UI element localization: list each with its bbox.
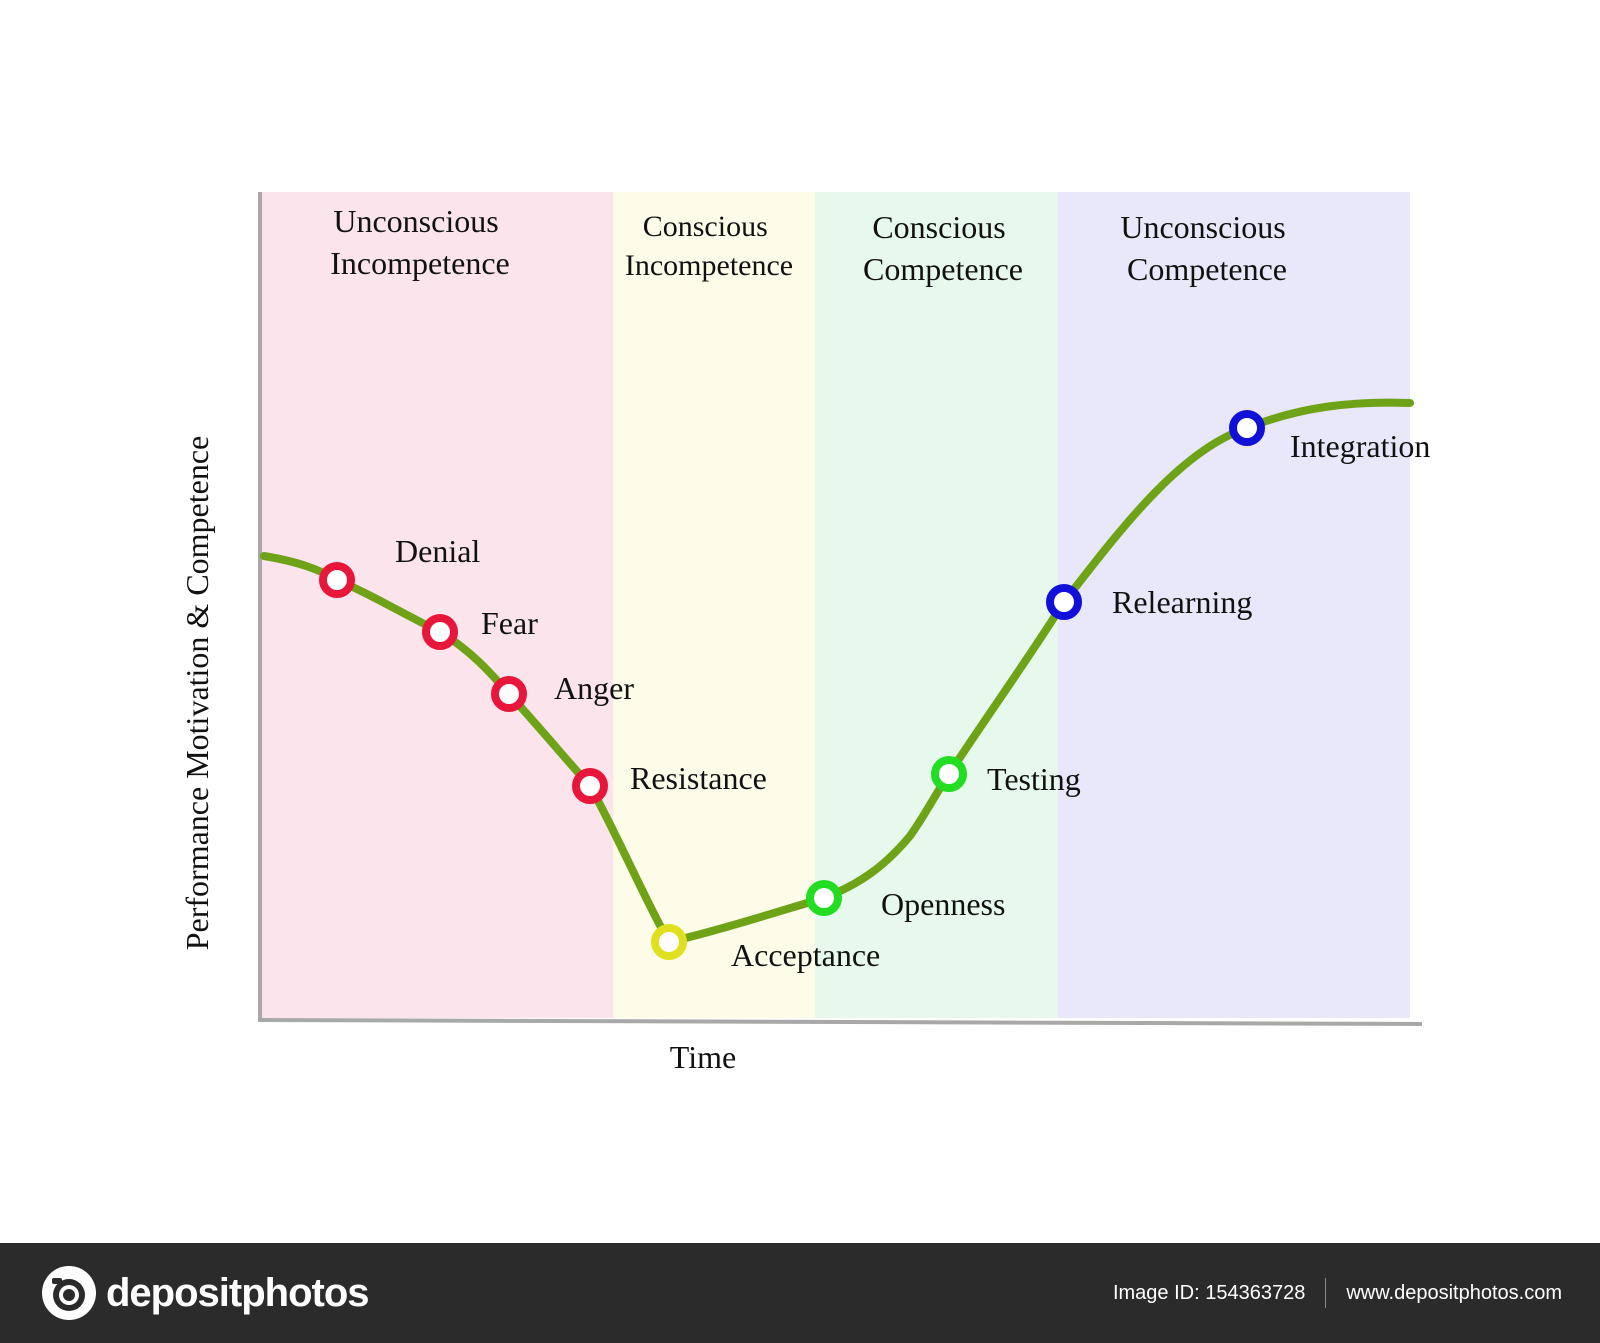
zone-label-conscious-incompetence-line2: Incompetence [625, 249, 793, 282]
brand-logo: depositphotos [40, 1263, 370, 1323]
zone-background-conscious-incompetence [613, 192, 815, 1018]
stage-label-anger: Anger [554, 670, 634, 706]
svg-text:Conscious Competence: Conscious Competence [863, 209, 1023, 287]
zone-label-conscious-incompetence-line1: Conscious [643, 210, 768, 243]
stage-label-acceptance: Acceptance [731, 937, 880, 973]
x-axis-label: Time [670, 1039, 736, 1075]
website-link[interactable]: www.depositphotos.com [1346, 1281, 1562, 1304]
stage-marker-testing [931, 756, 967, 792]
stage-label-denial: Denial [395, 533, 480, 569]
stage-marker-relearning [1046, 584, 1082, 620]
zone-label-unconscious-competence-line1: Unconscious [1120, 209, 1285, 245]
zone-label-unconscious-incompetence-line2: Incompetence [330, 245, 509, 281]
brand-name: depositphotos [106, 1270, 370, 1315]
zone-label-conscious-competence-line1: Conscious [872, 209, 1005, 245]
stage-marker-acceptance [651, 924, 687, 960]
stage-label-resistance: Resistance [630, 760, 767, 796]
zone-background-unconscious-competence [1058, 192, 1410, 1018]
stage-label-relearning: Relearning [1112, 584, 1252, 620]
footer-bar: depositphotos Image ID: 154363728 www.de… [0, 1243, 1600, 1343]
zone-background-unconscious-incompetence [260, 192, 613, 1018]
footer-divider [1325, 1278, 1327, 1308]
zone-label-unconscious-competence-line2: Competence [1127, 251, 1287, 287]
stage-marker-openness [806, 880, 842, 916]
stage-label-testing: Testing [987, 761, 1081, 797]
stage-marker-denial [319, 562, 355, 598]
svg-text:Unconscious Incompetence: Unconscious Incompetence [330, 203, 509, 281]
camera-icon [42, 1266, 96, 1320]
zone-label-conscious-competence-line2: Competence [863, 251, 1023, 287]
stage-label-integration: Integration [1290, 428, 1430, 464]
stage-marker-resistance [572, 768, 608, 804]
stage-label-openness: Openness [881, 886, 1005, 922]
stage-marker-anger [491, 676, 527, 712]
svg-text:Conscious Incompetence: Conscious Incompetence [625, 210, 793, 282]
stage-marker-integration [1229, 410, 1265, 446]
svg-text:Unconscious Competence: Unconscious Competence [1120, 209, 1293, 287]
stage-label-fear: Fear [481, 605, 538, 641]
zone-label-unconscious-incompetence-line1: Unconscious [333, 203, 498, 239]
x-axis-line [257, 1018, 1423, 1026]
image-id: Image ID: 154363728 [1112, 1281, 1306, 1304]
stage-marker-fear [422, 614, 458, 650]
y-axis-label: Performance Motivation & Competence [179, 436, 215, 951]
